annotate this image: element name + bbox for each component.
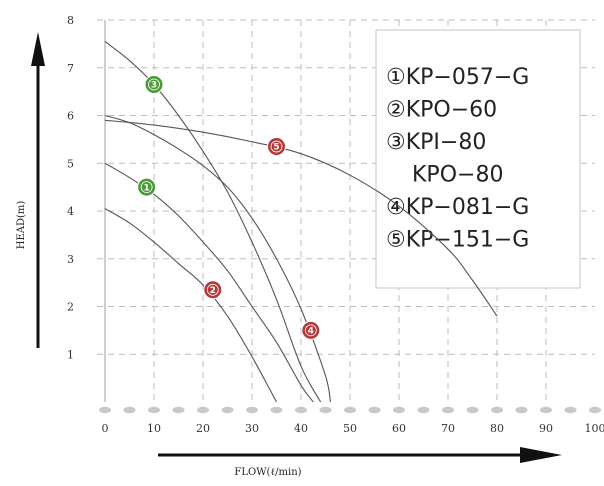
x-tick-label: 40 [294,422,308,435]
x-tick-label: 90 [539,422,553,435]
x-tick-marker [369,407,381,413]
series-marker-label: 5 [273,143,279,153]
x-tick-marker [589,407,601,413]
series-marker-4: 4 [302,321,320,339]
y-tick-label: 7 [67,62,74,75]
y-tick-labels: 1 2 3 4 5 6 7 8 [67,14,74,361]
series-marker-label: 4 [308,327,314,337]
x-tick-marker [222,407,234,413]
legend: ①KP−057−G ②KPO−60 ③KPI−80 KPO−80 ④KP−081−G ⑤K… [376,30,580,288]
x-tick-marker [148,407,160,413]
legend-entry: ①KP−057−G [386,65,529,90]
x-tick-marker [516,407,528,413]
y-tick-label: 1 [67,348,74,361]
series-marker-label: 1 [144,183,150,193]
x-tick-label: 70 [441,422,455,435]
x-tick-label: 20 [196,422,210,435]
series-marker-1: 1 [138,178,156,196]
legend-entry: ④KP−081−G [386,195,529,220]
y-axis-arrow [31,32,45,348]
x-tick-marker [467,407,479,413]
legend-entry: KPO−80 [412,163,503,188]
series-marker-2: 2 [204,281,222,299]
y-axis-title: HEAD(m) [16,201,27,250]
x-tick-marker [173,407,185,413]
x-tick-marker [246,407,258,413]
series-marker-label: 3 [151,81,157,91]
x-tick-marker [344,407,356,413]
x-tick-marker [271,407,283,413]
y-tick-label: 8 [67,14,74,27]
x-tick-marker [99,407,111,413]
y-tick-label: 5 [67,157,74,170]
x-axis-title: FLOW(ℓ/min) [234,467,301,478]
legend-entry: ⑤KP−151−G [386,228,529,253]
x-tick-label: 60 [392,422,406,435]
series-curve-3 [105,41,321,402]
x-tick-marker [442,407,454,413]
series-marker-label: 2 [210,286,216,296]
y-tick-label: 6 [67,110,74,123]
x-tick-marker [565,407,577,413]
x-tick-label: 10 [147,422,161,435]
y-tick-label: 4 [67,205,74,218]
x-tick-marker [124,407,136,413]
x-tick-marker [295,407,307,413]
series-marker-5: 5 [268,138,286,156]
x-tick-label: 0 [102,422,109,435]
x-tick-marker [491,407,503,413]
x-axis-arrow [158,447,562,463]
x-tick-label: 80 [490,422,504,435]
x-tick-marker [540,407,552,413]
x-tick-marker [418,407,430,413]
y-tick-label: 2 [67,301,74,314]
x-tick-labels: 0 10 20 30 40 50 60 70 80 90 100 [99,407,604,435]
legend-entry: ②KPO−60 [386,98,497,123]
x-tick-marker [197,407,209,413]
x-tick-label: 30 [245,422,259,435]
series-marker-3: 3 [145,75,163,93]
legend-entry: ③KPI−80 [386,130,486,155]
x-tick-label: 50 [343,422,357,435]
x-tick-marker [393,407,405,413]
x-tick-label: 100 [585,422,604,435]
y-tick-label: 3 [67,253,74,266]
x-tick-marker [320,407,332,413]
